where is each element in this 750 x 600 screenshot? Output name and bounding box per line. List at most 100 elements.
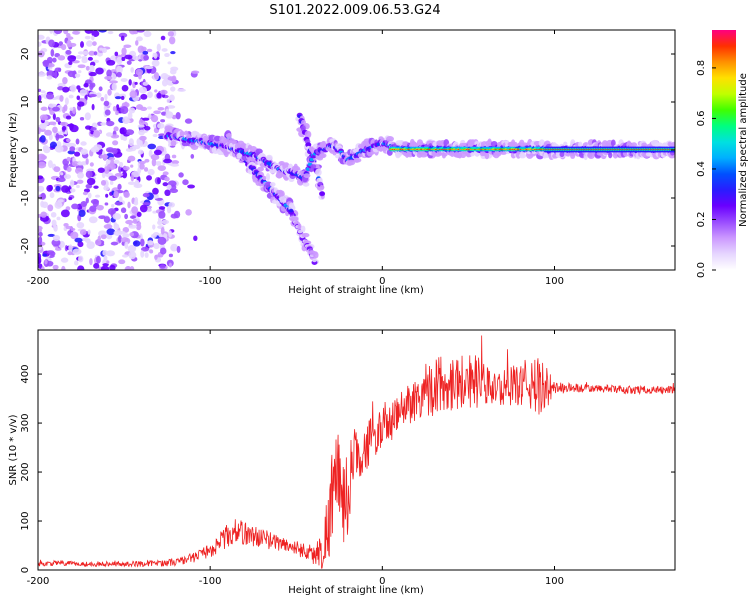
noise-blob <box>89 162 94 167</box>
noise-blob <box>46 250 55 255</box>
noise-blob <box>152 224 156 230</box>
noise-blob <box>105 147 115 153</box>
noise-blob <box>146 106 152 110</box>
noise-blob <box>80 41 85 48</box>
noise-blob <box>46 92 55 100</box>
noise-blob <box>168 262 172 268</box>
noise-blob <box>132 55 141 61</box>
noise-blob <box>170 213 178 219</box>
main-track-halo <box>255 148 263 155</box>
noise-blob <box>118 259 126 265</box>
noise-blob <box>38 34 45 40</box>
heatmap-x-label: Height of straight line (km) <box>288 285 424 296</box>
noise-blob <box>157 220 163 226</box>
noise-blob <box>112 213 121 220</box>
noise-blob <box>40 90 46 94</box>
noise-blob <box>130 67 134 73</box>
noise-blob <box>85 125 92 130</box>
noise-blob <box>85 158 89 165</box>
noise-blob <box>115 110 119 116</box>
faint-tail-halo <box>300 225 306 233</box>
noise-blob <box>146 240 154 246</box>
noise-blob <box>159 247 167 255</box>
noise-blob <box>157 177 161 185</box>
noise-blob <box>53 30 63 35</box>
noise-blob <box>100 265 110 270</box>
noise-blob <box>184 118 193 124</box>
noise-blob <box>154 254 158 260</box>
noise-blob <box>147 168 155 176</box>
noise-blob <box>84 30 93 34</box>
noise-blob <box>161 219 170 225</box>
noise-blob <box>74 260 79 266</box>
noise-blob <box>69 84 77 93</box>
heatmap-x-ticks: -200 -100 0 100 <box>27 30 564 287</box>
noise-blob <box>49 30 54 34</box>
noise-blob <box>134 179 140 187</box>
noise-blob <box>69 107 74 111</box>
noise-blob <box>68 94 74 99</box>
noise-blob <box>66 138 71 142</box>
noise-blob <box>103 224 113 229</box>
noise-blob <box>47 66 53 70</box>
noise-blob <box>52 234 61 242</box>
noise-blob <box>108 175 118 181</box>
noise-blob <box>130 164 134 168</box>
noise-blob <box>76 184 80 189</box>
noise-blob <box>168 230 173 238</box>
noise-blob <box>106 69 112 78</box>
noise-blob <box>142 117 150 121</box>
heatmap-x-tick-label: 100 <box>545 276 564 287</box>
noise-blob <box>130 174 135 182</box>
heatmap-x-tick-label: 0 <box>379 276 385 287</box>
main-track-halo <box>610 139 616 147</box>
noise-blob <box>113 159 120 165</box>
noise-blob <box>86 40 93 47</box>
heatmap-x-tick-label: -200 <box>27 276 50 287</box>
main-track-halo <box>249 146 257 153</box>
noise-blob <box>88 71 97 77</box>
noise-blob <box>52 126 58 134</box>
noise-blob <box>81 57 88 64</box>
snr-x-tick-label: 0 <box>379 576 385 587</box>
noise-blob <box>142 50 149 55</box>
noise-blob <box>124 241 129 249</box>
noise-blob <box>127 245 137 253</box>
noise-blob <box>98 30 107 33</box>
noise-blob <box>178 172 184 178</box>
noise-blob <box>57 82 66 88</box>
main-track-halo <box>668 142 675 147</box>
noise-blob <box>100 97 105 102</box>
noise-blob <box>170 66 179 72</box>
heatmap-marks <box>38 30 675 270</box>
noise-blob <box>43 146 51 154</box>
noise-blob <box>138 160 146 165</box>
noise-blob <box>83 83 89 88</box>
noise-blob <box>145 65 154 70</box>
noise-blob <box>124 266 132 270</box>
noise-blob <box>121 56 126 62</box>
noise-blob <box>60 257 69 263</box>
noise-blob <box>86 177 96 186</box>
noise-blob <box>109 80 118 84</box>
noise-blob <box>69 124 79 133</box>
noise-blob <box>38 161 47 169</box>
noise-blob <box>103 100 110 107</box>
noise-blob <box>60 121 69 126</box>
noise-blob <box>122 233 130 238</box>
noise-blob <box>76 85 81 90</box>
noise-blob <box>58 41 64 46</box>
noise-blob <box>38 175 44 180</box>
noise-blob <box>105 132 113 137</box>
noise-blob <box>151 158 157 167</box>
noise-blob <box>59 94 64 102</box>
noise-blob <box>166 205 172 214</box>
noise-blob <box>90 146 100 153</box>
noise-blob <box>67 142 76 148</box>
noise-blob <box>79 229 87 236</box>
noise-blob <box>38 263 43 269</box>
noise-blob <box>68 61 73 66</box>
noise-blob <box>89 258 93 266</box>
noise-blob <box>121 254 129 258</box>
